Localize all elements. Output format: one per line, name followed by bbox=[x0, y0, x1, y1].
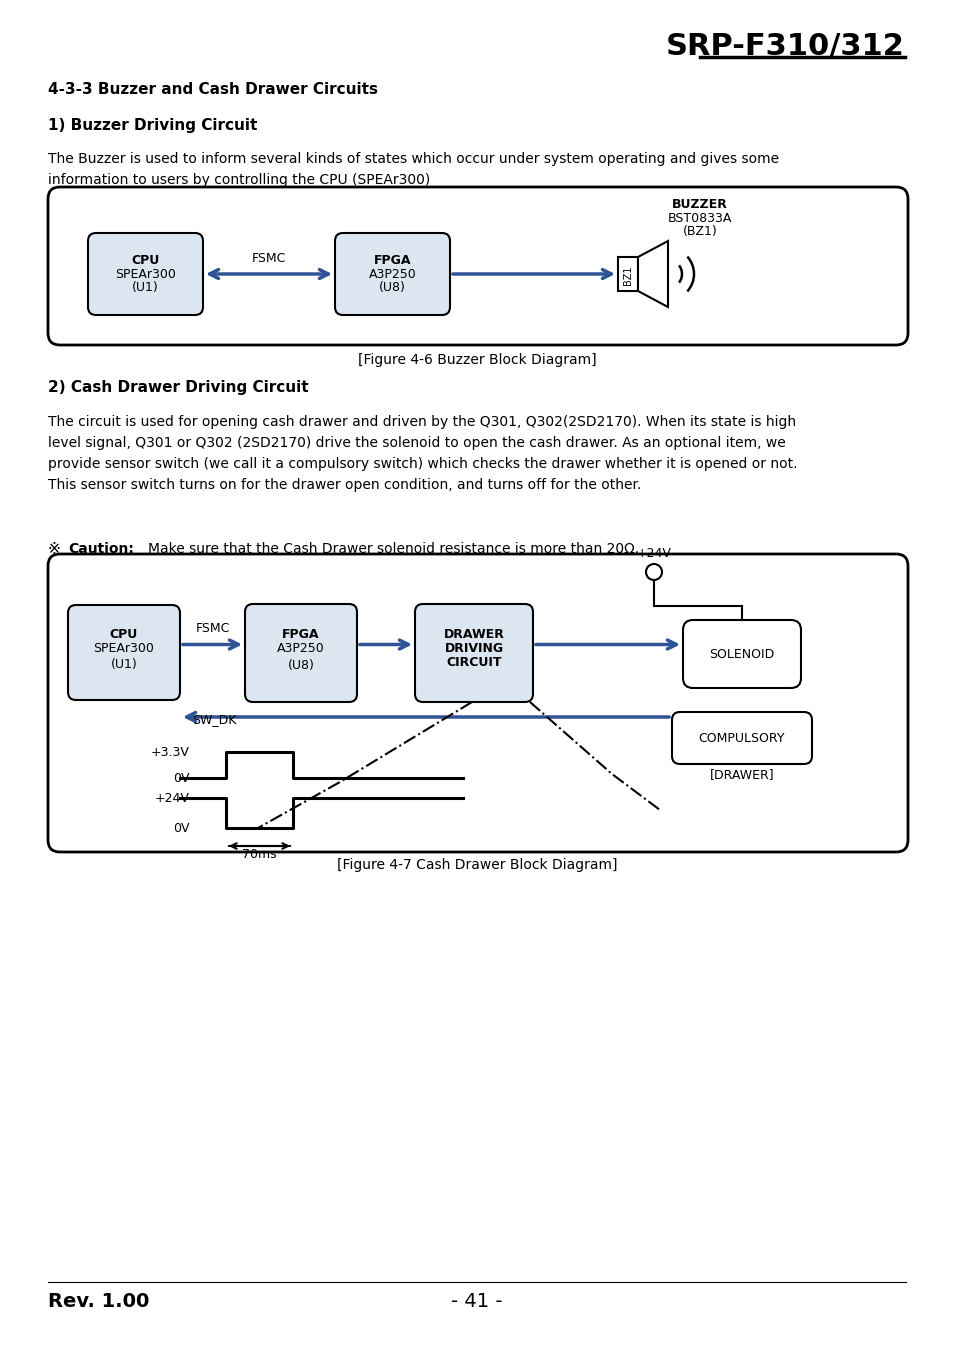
Text: (BZ1): (BZ1) bbox=[682, 225, 717, 238]
Text: 2) Cash Drawer Driving Circuit: 2) Cash Drawer Driving Circuit bbox=[48, 379, 309, 396]
Text: +24V: +24V bbox=[155, 791, 190, 805]
Text: The circuit is used for opening cash drawer and driven by the Q301, Q302(2SD2170: The circuit is used for opening cash dra… bbox=[48, 414, 797, 493]
Text: BUZZER: BUZZER bbox=[671, 198, 727, 211]
Text: SPEAr300: SPEAr300 bbox=[115, 267, 175, 281]
Text: The Buzzer is used to inform several kinds of states which occur under system op: The Buzzer is used to inform several kin… bbox=[48, 153, 779, 188]
Text: DRAWER: DRAWER bbox=[443, 629, 504, 641]
Text: Caution:: Caution: bbox=[68, 541, 133, 556]
Text: +24V: +24V bbox=[636, 547, 671, 560]
Text: BZ1: BZ1 bbox=[622, 265, 633, 285]
Text: [Figure 4-6 Buzzer Block Diagram]: [Figure 4-6 Buzzer Block Diagram] bbox=[357, 352, 596, 367]
FancyBboxPatch shape bbox=[48, 554, 907, 852]
Text: SPEAr300: SPEAr300 bbox=[93, 643, 154, 655]
Text: (U8): (U8) bbox=[287, 659, 314, 671]
Text: DRIVING: DRIVING bbox=[444, 643, 503, 656]
FancyBboxPatch shape bbox=[335, 234, 450, 315]
Text: A3P250: A3P250 bbox=[276, 643, 325, 656]
Text: COMPULSORY: COMPULSORY bbox=[698, 732, 784, 744]
Text: Rev. 1.00: Rev. 1.00 bbox=[48, 1292, 150, 1311]
Text: CPU: CPU bbox=[132, 254, 159, 266]
Text: FPGA: FPGA bbox=[374, 254, 411, 266]
Text: CIRCUIT: CIRCUIT bbox=[446, 656, 501, 670]
Text: Make sure that the Cash Drawer solenoid resistance is more than 20Ω.: Make sure that the Cash Drawer solenoid … bbox=[148, 541, 639, 556]
Text: SRP-F310/312: SRP-F310/312 bbox=[665, 32, 904, 61]
Text: (U1): (U1) bbox=[132, 282, 159, 294]
FancyBboxPatch shape bbox=[671, 711, 811, 764]
Text: FSMC: FSMC bbox=[195, 622, 230, 634]
Text: (U8): (U8) bbox=[378, 282, 406, 294]
Text: BST0833A: BST0833A bbox=[667, 212, 731, 225]
Text: FSMC: FSMC bbox=[252, 251, 286, 265]
FancyBboxPatch shape bbox=[88, 234, 203, 315]
Text: [DRAWER]: [DRAWER] bbox=[709, 768, 774, 782]
Text: CPU: CPU bbox=[110, 628, 138, 641]
Text: (U1): (U1) bbox=[111, 657, 137, 671]
Text: 0V: 0V bbox=[173, 822, 190, 834]
FancyBboxPatch shape bbox=[682, 620, 801, 688]
Text: +3.3V: +3.3V bbox=[151, 745, 190, 759]
Text: SW_DK: SW_DK bbox=[192, 713, 236, 726]
FancyBboxPatch shape bbox=[245, 603, 356, 702]
FancyBboxPatch shape bbox=[415, 603, 533, 702]
Text: FPGA: FPGA bbox=[282, 629, 319, 641]
Text: 70ms: 70ms bbox=[242, 848, 276, 861]
Text: A3P250: A3P250 bbox=[368, 267, 416, 281]
FancyBboxPatch shape bbox=[48, 188, 907, 346]
Text: 1) Buzzer Driving Circuit: 1) Buzzer Driving Circuit bbox=[48, 117, 257, 134]
Text: 4-3-3 Buzzer and Cash Drawer Circuits: 4-3-3 Buzzer and Cash Drawer Circuits bbox=[48, 82, 377, 97]
Text: SOLENOID: SOLENOID bbox=[709, 648, 774, 660]
FancyBboxPatch shape bbox=[68, 605, 180, 701]
Text: 0V: 0V bbox=[173, 771, 190, 784]
Text: ※: ※ bbox=[48, 541, 61, 558]
Polygon shape bbox=[638, 242, 667, 306]
Text: [Figure 4-7 Cash Drawer Block Diagram]: [Figure 4-7 Cash Drawer Block Diagram] bbox=[336, 859, 617, 872]
FancyBboxPatch shape bbox=[618, 256, 638, 292]
Text: - 41 -: - 41 - bbox=[451, 1292, 502, 1311]
